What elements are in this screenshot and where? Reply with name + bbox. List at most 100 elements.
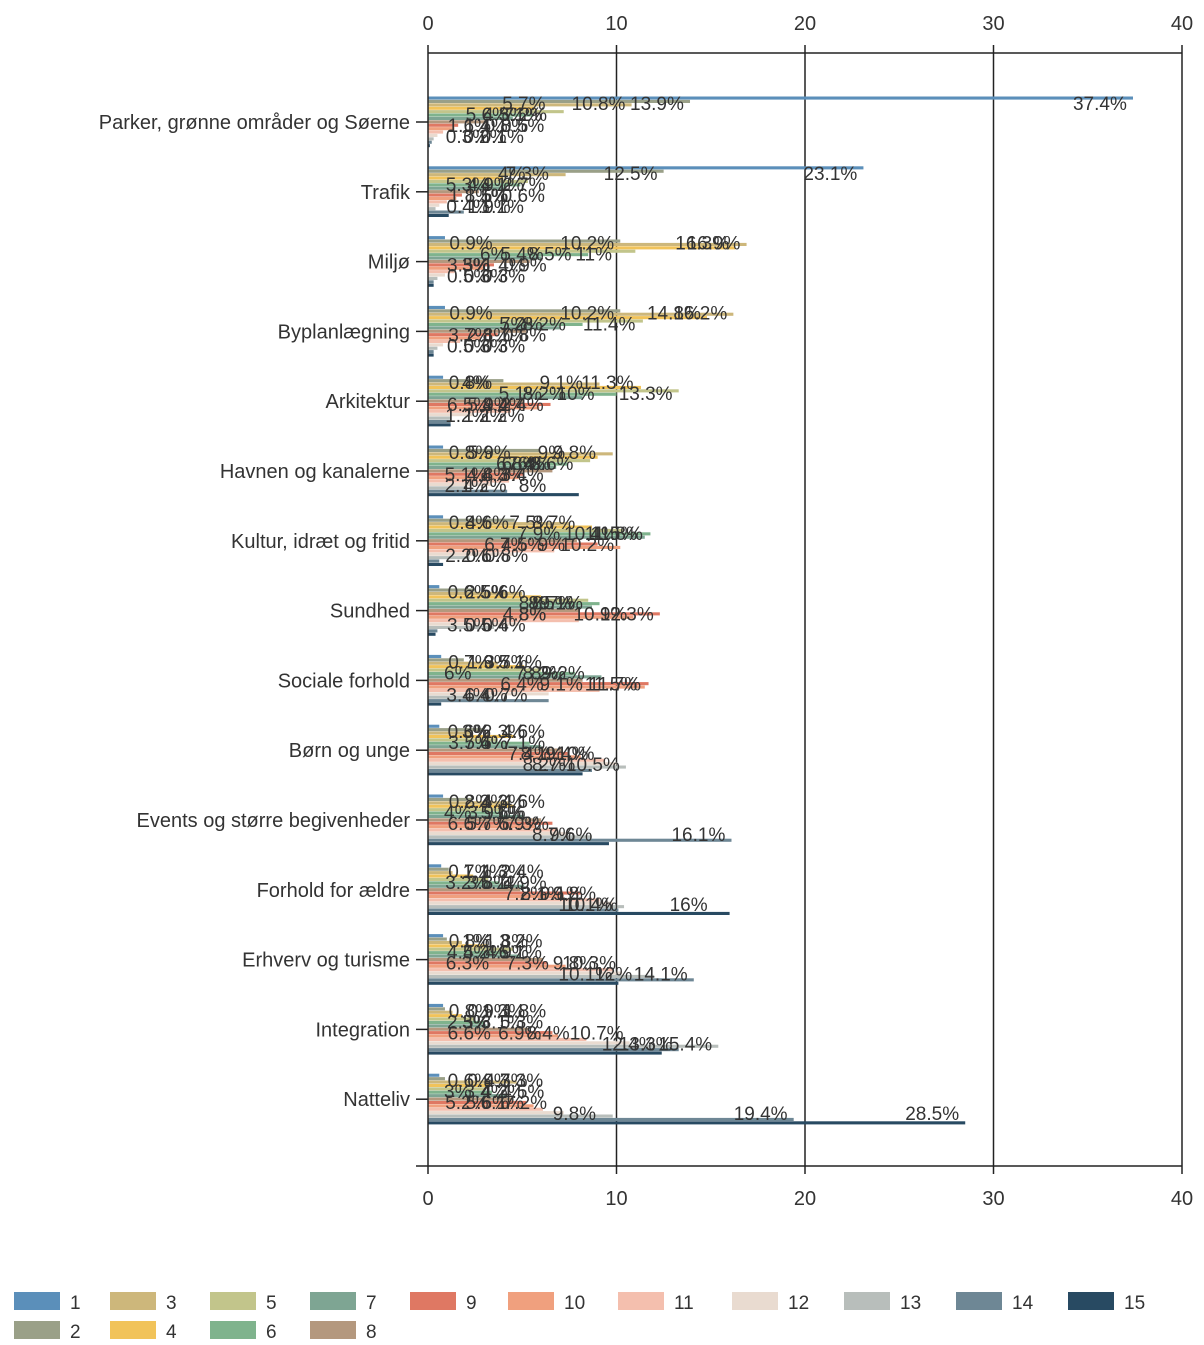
data-label: 12.4% [602,1034,656,1055]
data-label: 2.4% [500,395,543,416]
data-label: 5.3% [446,175,489,196]
data-label: 3.4% [446,685,489,706]
data-label: 6% [480,245,508,266]
data-label: 9.2% [541,663,584,684]
bar [428,688,600,692]
data-label: 3.5% [447,256,490,277]
bar [428,1010,453,1014]
bar [428,253,589,257]
bar [428,1090,493,1094]
data-label: 2.7% [502,175,545,196]
bar [428,741,530,745]
data-label: 8.5% [528,594,571,615]
bar [428,239,621,243]
bar [428,176,504,180]
grid [615,53,1183,1166]
data-label: 9% [538,535,566,556]
legend-swatch [210,1292,256,1310]
bar [428,515,444,519]
data-label: 5.3% [500,1012,543,1033]
bar [428,392,617,396]
data-label: 0.5% [447,267,490,288]
bar [428,598,589,602]
bar [428,1020,485,1024]
data-label: 1.1% [481,197,524,218]
data-label: 4.3% [482,465,525,486]
x-tick-label-top: 40 [1171,13,1193,35]
bar [428,591,523,595]
bar [428,888,521,892]
bar [428,947,513,951]
data-label: 3.8% [467,873,510,894]
bar [428,542,598,546]
bar [428,814,525,818]
bar [428,605,592,609]
data-label: 7.5% [509,513,552,534]
legend-swatch [310,1321,356,1339]
legend-label: 11 [674,1293,694,1314]
bar [428,954,521,958]
data-label: 8% [519,605,547,626]
data-label: 4.8% [503,605,546,626]
data-label: 4.5% [501,1082,544,1103]
data-label: 28.5% [905,1104,959,1125]
bar [428,305,445,309]
bar [428,249,636,253]
data-label: 0.7% [448,652,491,673]
bar [428,375,444,379]
data-label: 8% [519,476,547,497]
bar [428,130,444,134]
bar [428,835,592,839]
bar [428,452,613,456]
data-label: 0.8% [449,443,492,464]
data-label: 2.5% [447,1012,490,1033]
data-label: 7.4% [507,454,550,475]
data-label: 2.3% [464,792,507,813]
data-label: 2.2% [445,546,488,567]
bar [428,811,502,815]
bar [428,389,679,393]
bar [428,831,566,835]
bar [428,668,542,672]
x-tick-label-bottom: 10 [605,1188,627,1210]
x-tick-label-top: 0 [422,13,433,35]
data-label: 6.1% [499,943,542,964]
bar [428,602,600,606]
bar [428,419,451,423]
data-label: 3.1% [499,105,542,126]
bar [428,482,493,486]
data-label: 4.5% [501,535,544,556]
bar [428,309,621,313]
category-label: Arkitektur [326,391,411,413]
data-label: 0.5% [447,336,490,357]
data-label: 2.1% [445,476,488,497]
bar [428,539,577,543]
bar [428,961,547,965]
bar [428,103,632,107]
category-label: Børn og unge [289,740,410,762]
bar [428,200,447,204]
data-label: 8.7% [532,594,575,615]
bar [428,901,613,905]
bar [428,263,494,267]
bar [428,1027,528,1031]
data-label: 11.8% [590,524,643,545]
data-label: 0.6% [448,1071,491,1092]
bar [428,465,557,469]
bar [428,179,528,183]
bar [428,908,619,912]
legend-swatch [14,1292,60,1310]
bar [428,532,651,536]
data-label: 4.9% [485,943,528,964]
data-label: 1.2% [463,406,506,427]
bar [428,1121,966,1125]
data-label: 6.3% [446,954,489,975]
data-label: 12.3% [600,605,654,626]
data-label: 9.8% [553,443,596,464]
bar [428,562,444,566]
bar [428,877,489,881]
legend-label: 5 [266,1293,277,1314]
bar [428,312,734,316]
bar [428,190,479,194]
